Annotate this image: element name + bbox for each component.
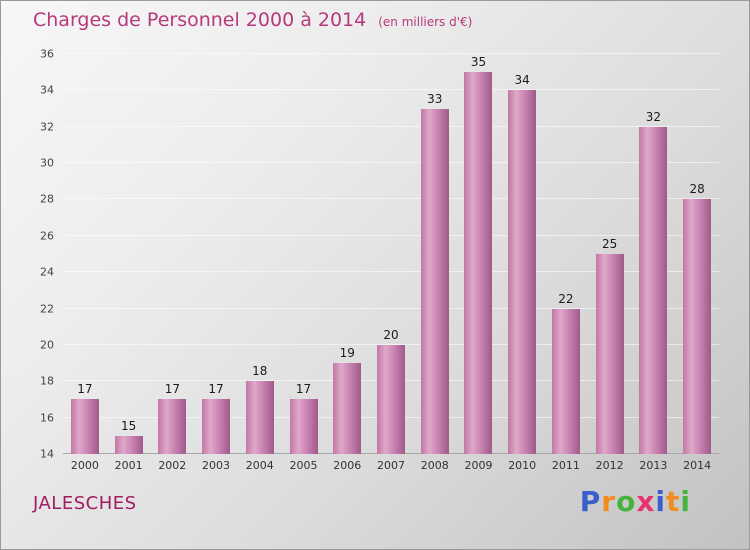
gridline-24 (63, 271, 719, 273)
bar-2003 (202, 399, 231, 454)
bar-2009 (464, 72, 493, 454)
y-tick-20: 20 (40, 338, 54, 352)
bar-2001 (114, 435, 143, 454)
logo-letter-6: i (680, 485, 691, 518)
x-tick-2002: 2002 (158, 459, 187, 472)
chart-header: Charges de Personnel 2000 à 2014 (en mill… (33, 9, 472, 31)
bar-value-2000: 17 (77, 382, 93, 397)
bar-2008 (420, 108, 449, 454)
x-tick-2004: 2004 (245, 459, 274, 472)
x-tick-2011: 2011 (551, 459, 580, 472)
bar-value-2005: 17 (295, 382, 312, 397)
bar-2007 (377, 344, 405, 454)
y-tick-30: 30 (40, 156, 54, 170)
gridline-28 (63, 198, 719, 200)
logo-letter-0: P (579, 485, 602, 518)
x-tick-2005: 2005 (289, 459, 318, 472)
bar-2010 (508, 90, 537, 454)
bar-value-2010: 34 (514, 73, 530, 88)
location-label: JALESCHES (33, 493, 137, 514)
x-tick-2000: 2000 (70, 459, 99, 472)
bar-value-2004: 18 (252, 364, 268, 379)
gridline-36 (63, 53, 719, 54)
bar-2005 (289, 399, 318, 454)
y-tick-16: 16 (40, 411, 54, 425)
logo-letter-1: r (601, 485, 617, 518)
x-tick-2003: 2003 (202, 459, 231, 472)
x-tick-2014: 2014 (683, 459, 712, 472)
bar-value-2007: 20 (383, 327, 399, 342)
x-tick-2008: 2008 (420, 459, 449, 472)
bar-value-2006: 19 (339, 346, 355, 361)
proxiti-logo: Proxiti (580, 485, 691, 518)
logo-letter-2: o (616, 485, 637, 518)
chart-title: Charges de Personnel 2000 à 2014 (33, 9, 367, 31)
bar-2002 (158, 399, 187, 454)
y-tick-26: 26 (40, 229, 54, 243)
bar-value-2013: 32 (645, 109, 662, 124)
gridline-34 (63, 89, 719, 91)
x-tick-2007: 2007 (376, 459, 405, 472)
y-tick-14: 14 (40, 447, 54, 461)
bar-2014 (683, 199, 712, 454)
logo-letter-4: i (655, 485, 666, 518)
bar-value-2014: 28 (689, 182, 705, 197)
y-tick-36: 36 (40, 47, 54, 61)
bar-2004 (245, 381, 274, 454)
gridline-26 (63, 234, 719, 236)
gridline-32 (63, 125, 719, 127)
bar-value-2002: 17 (164, 382, 180, 397)
x-tick-2001: 2001 (114, 459, 143, 472)
bar-2013 (639, 126, 668, 454)
bar-2006 (333, 363, 362, 454)
bar-2012 (595, 254, 624, 454)
x-tick-2013: 2013 (639, 459, 668, 472)
y-tick-18: 18 (40, 374, 54, 388)
y-tick-28: 28 (40, 192, 54, 206)
logo-letter-3: x (636, 485, 656, 518)
y-tick-34: 34 (40, 83, 54, 97)
gridline-22 (63, 307, 719, 309)
gridline-20 (63, 343, 719, 345)
plot-area: 14 16 18 20 22 24 26 28 30 32 34 36 17 2000 15 2001 17 20… (40, 49, 719, 471)
x-tick-2006: 2006 (333, 459, 362, 472)
bar-value-2009: 35 (470, 55, 487, 70)
bar-value-2011: 22 (558, 291, 574, 306)
logo-letter-5: t (666, 485, 681, 518)
x-tick-2012: 2012 (595, 459, 624, 472)
x-tick-2010: 2010 (508, 459, 537, 472)
x-tick-2009: 2009 (464, 459, 493, 472)
bar-2000 (70, 399, 99, 454)
y-tick-32: 32 (40, 120, 54, 134)
y-tick-24: 24 (40, 265, 54, 279)
gridline-30 (63, 162, 719, 164)
bar-value-2012: 25 (602, 237, 618, 251)
y-tick-22: 22 (40, 302, 54, 316)
bar-2011 (551, 308, 580, 454)
chart-subtitle: (en milliers d'€) (378, 15, 473, 29)
bar-value-2003: 17 (208, 382, 224, 397)
bar-value-2008: 33 (427, 91, 443, 106)
bar-value-2001: 15 (120, 418, 137, 433)
